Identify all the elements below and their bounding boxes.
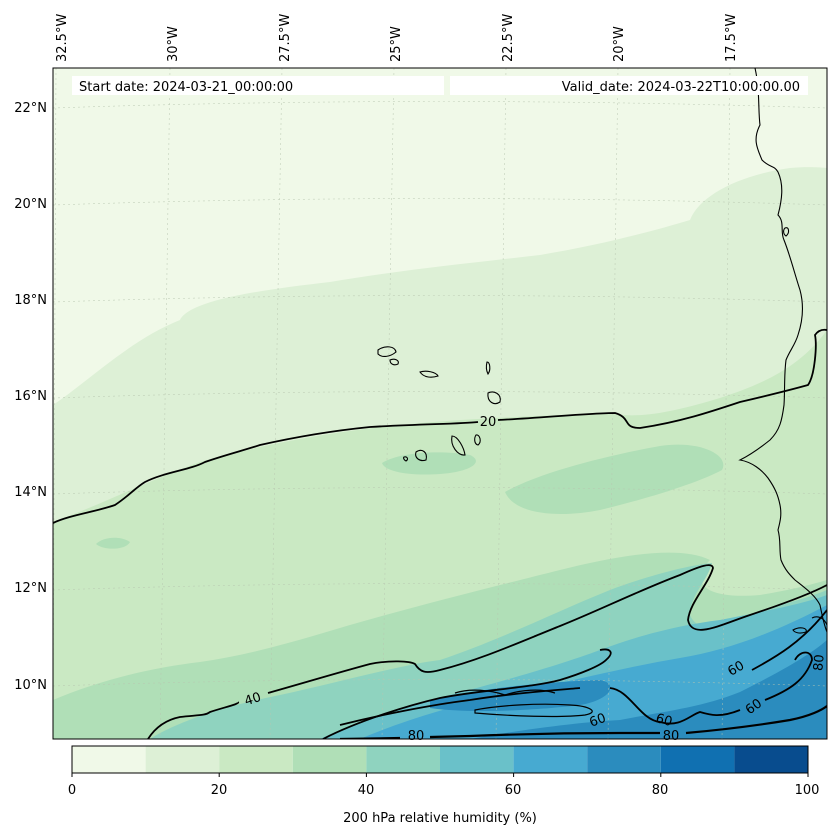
lon-label-32-5w: 32.5°W <box>55 14 70 62</box>
colorbar-swatch-70-80 <box>587 746 661 773</box>
contour-label-80-c: 80 <box>811 654 827 672</box>
rh-patch-east <box>505 444 724 515</box>
rh-patch-14n <box>382 452 476 475</box>
rh-patch-70-80-a <box>430 680 611 712</box>
contour-label-20: 20 <box>480 415 497 430</box>
contour-60 <box>322 609 827 739</box>
contour-label-group: 20 40 60 60 60 60 80 80 80 <box>243 415 828 744</box>
colorbar-swatch-50-60 <box>440 746 514 773</box>
contour-20 <box>53 328 827 524</box>
valid-date-label: Valid_date: 2024-03-22T10:00:00.00 <box>562 80 800 95</box>
contour-60-b <box>339 687 741 726</box>
cape-verde-santiago <box>451 435 466 456</box>
africa-coast <box>738 68 827 633</box>
contour-label-80-b: 80 <box>663 729 680 744</box>
colorbar-swatch-30-40 <box>292 746 367 773</box>
lat-label-18n: 18°N <box>14 293 47 308</box>
lat-label-14n: 14°N <box>14 485 47 500</box>
graticule <box>53 68 827 739</box>
lat-label-16n: 16°N <box>14 389 47 404</box>
lat-label-20n: 20°N <box>14 197 47 212</box>
lat-label-12n: 12°N <box>14 581 47 596</box>
longitude-labels: 32.5°W 30°W 27.5°W 25°W 22.5°W 20°W 17.5… <box>55 14 739 62</box>
colorbar-tick-100: 100 <box>795 783 820 798</box>
colorbar-swatch-0-10 <box>72 746 146 773</box>
contour-label-60-c: 60 <box>654 711 674 730</box>
map-panel <box>53 68 827 739</box>
contour-40 <box>147 564 827 739</box>
contour-label-60-b: 60 <box>587 711 608 731</box>
colorbar-swatch-60-70 <box>513 746 588 773</box>
colorbar-frame <box>71 745 809 774</box>
cape-verde-sao-vicente <box>389 358 399 366</box>
rh-band-70-80 <box>470 640 827 739</box>
contour-60-c <box>764 651 813 701</box>
colorbar-swatch-40-50 <box>366 746 440 773</box>
colorbar-tick-80: 80 <box>652 783 669 798</box>
lon-label-20w: 20°W <box>612 26 627 62</box>
lat-label-22n: 22°N <box>14 101 47 116</box>
canary-island <box>783 227 790 237</box>
cape-verde-boa-vista <box>487 391 501 405</box>
lon-label-30w: 30°W <box>166 26 181 62</box>
cape-verde-sal <box>485 361 491 376</box>
contour-label-80-a: 80 <box>408 729 425 744</box>
contour-80-a <box>454 689 556 696</box>
lat-label-10n: 10°N <box>14 678 47 693</box>
colorbar-tick-20: 20 <box>211 783 228 798</box>
cape-verde-brava <box>403 456 409 462</box>
coastline <box>377 68 827 634</box>
colorbar-swatch-20-30 <box>219 746 293 773</box>
colorbar-tick-60: 60 <box>505 783 522 798</box>
cape-verde-santo-antao <box>377 346 397 357</box>
lon-label-17-5w: 17.5°W <box>724 14 739 62</box>
colorbar-tick-0: 0 <box>68 783 76 798</box>
colorbar-ticks: 0 20 40 60 80 100 <box>68 783 820 798</box>
contour-label-60-a: 60 <box>725 658 747 679</box>
cape-verde-maio <box>474 434 481 446</box>
rh-patch-west <box>96 537 130 549</box>
cape-verde-fogo <box>415 449 427 462</box>
colorbar-tick-40: 40 <box>358 783 375 798</box>
colorbar-swatch-90-100 <box>734 746 808 773</box>
lon-label-22-5w: 22.5°W <box>501 14 516 62</box>
valid-date-box <box>450 76 808 95</box>
lon-label-25w: 25°W <box>389 26 404 62</box>
lon-label-27-5w: 27.5°W <box>278 14 293 62</box>
guinea-coast <box>811 616 827 626</box>
contour-label-40: 40 <box>243 690 263 709</box>
contour-80-b <box>474 703 593 718</box>
colorbar-swatch-10-20 <box>145 746 220 773</box>
colorbar <box>71 745 809 777</box>
start-date-box <box>72 76 444 95</box>
start-date-label: Start date: 2024-03-21_00:00:00 <box>79 80 293 95</box>
colorbar-swatch-80-90 <box>660 746 735 773</box>
bijagos-islands <box>792 627 807 634</box>
contours <box>53 328 827 739</box>
latitude-labels: 22°N 20°N 18°N 16°N 14°N 12°N 10°N <box>14 101 47 693</box>
map-frame <box>52 67 828 740</box>
cape-verde-sao-nicolau <box>419 370 439 378</box>
colorbar-label: 200 hPa relative humidity (%) <box>343 811 537 826</box>
